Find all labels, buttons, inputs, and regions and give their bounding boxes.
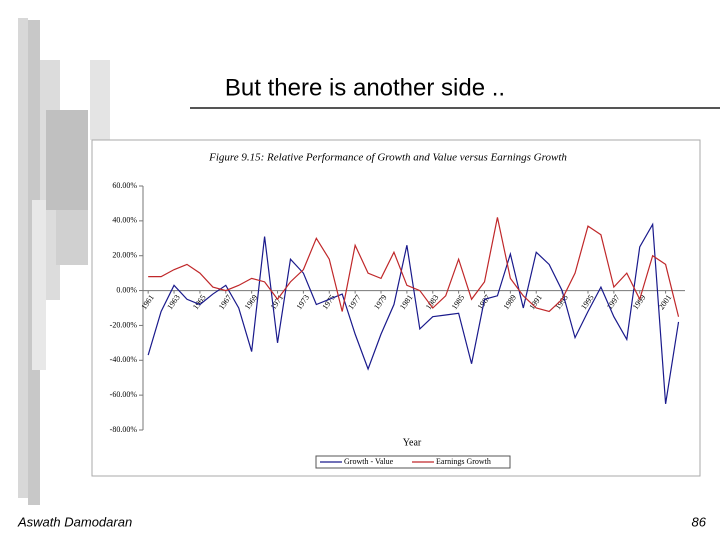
y-tick-label: 20.00% <box>112 251 137 260</box>
slide-title: But there is another side .. <box>225 74 505 101</box>
chart-frame <box>91 139 701 477</box>
legend-label: Earnings Growth <box>436 457 491 466</box>
series-line <box>147 222 680 404</box>
page-number: 86 <box>692 514 707 529</box>
y-tick-label: 60.00% <box>112 181 137 190</box>
y-tick-label: -60.00% <box>110 390 138 399</box>
y-tick-label: -20.00% <box>110 320 138 329</box>
footer: Aswath Damodaran <box>17 514 132 529</box>
y-tick-label: 40.00% <box>112 216 137 225</box>
y-tick-label: 0.00% <box>116 285 137 294</box>
x-axis-label: Year <box>403 437 422 448</box>
series-line <box>148 217 680 317</box>
chart-title: Figure 9.15: Relative Performance of Gro… <box>208 152 567 164</box>
decoration <box>18 18 720 505</box>
legend-label: Growth - Value <box>344 457 394 466</box>
y-tick-label: -40.00% <box>110 355 138 364</box>
y-tick-label: -80.00% <box>110 425 138 434</box>
